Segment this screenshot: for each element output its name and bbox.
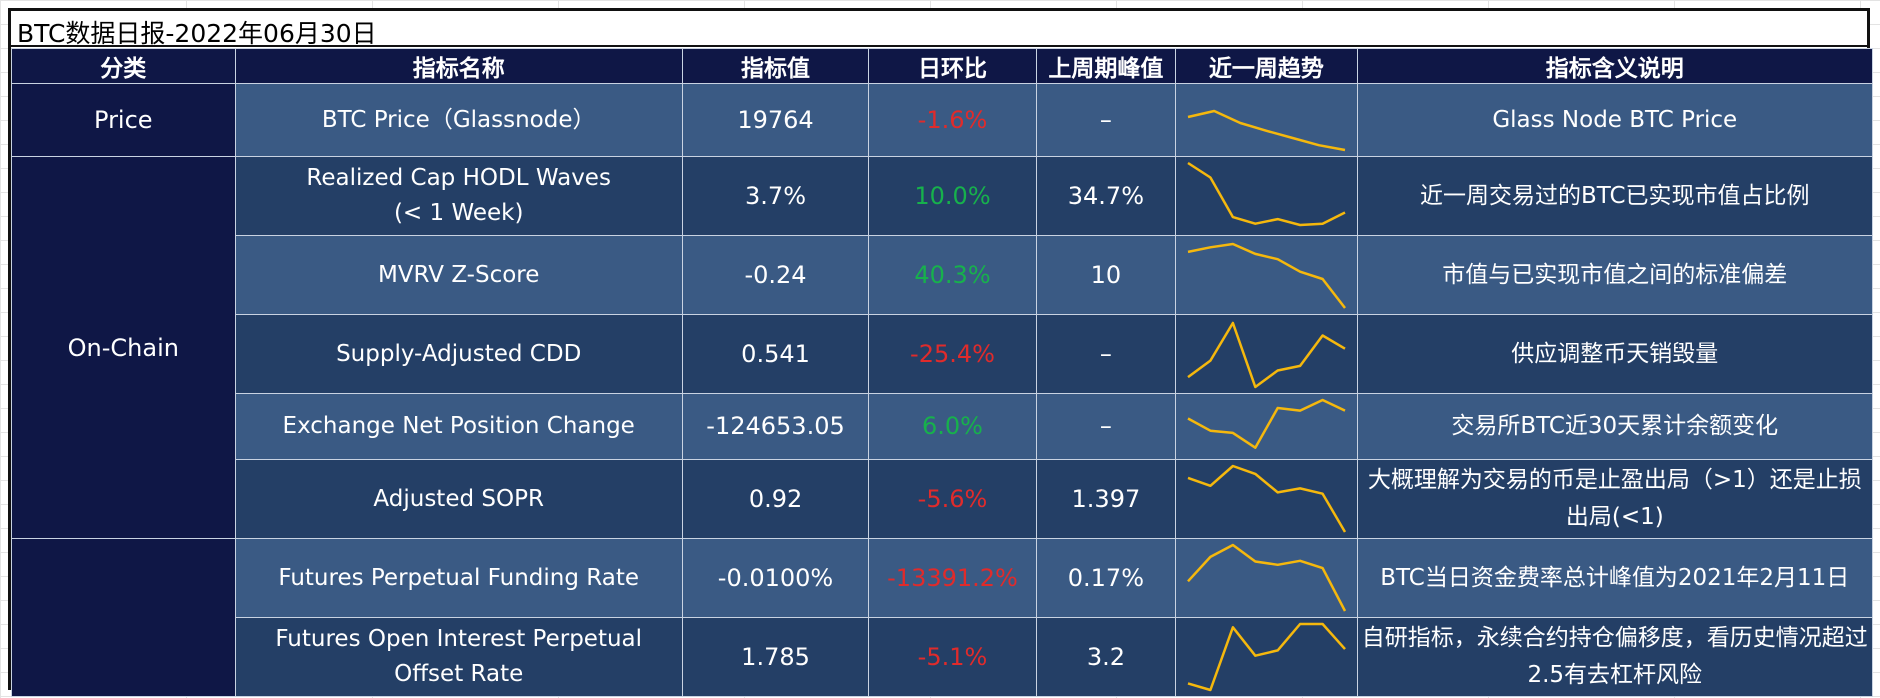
trend-line [1187,464,1347,533]
table-row: Adjusted SOPR 0.92 -5.6% 1.397 大概理解为交易的币是止盈出… [12,459,1874,539]
indicator-name-cell[interactable]: Futures Open Interest Perpetual Offset R… [234,617,683,697]
trend-sparkline-cell[interactable] [1175,459,1358,539]
indicator-name-cell[interactable]: Supply-Adjusted CDD [234,314,683,394]
trend-sparkline [1187,109,1346,152]
trend-sparkline [1187,622,1347,692]
previous-peak-cell[interactable]: – [1035,83,1177,157]
trend-line [1187,622,1347,692]
daily-change-cell[interactable]: -5.6% [868,459,1037,539]
trend-sparkline [1187,242,1347,309]
header-row: 分类 指标名称 指标值 日环比 上周期峰值 近一周趋势 指标含义说明 [11,48,1874,84]
trend-sparkline-cell[interactable] [1175,538,1358,618]
indicator-value-cell[interactable]: 1.785 [681,617,870,697]
indicator-value-cell[interactable]: 0.541 [681,314,870,394]
category-on-chain[interactable]: On-Chain [11,156,236,539]
trend-sparkline [1187,464,1347,533]
indicator-value-cell[interactable]: 0.92 [681,459,870,539]
description-cell[interactable]: 供应调整币天销毁量 [1356,314,1874,394]
daily-change-cell[interactable]: -25.4% [868,314,1037,394]
category-futures[interactable] [11,538,236,697]
trend-sparkline-cell[interactable] [1175,314,1358,394]
indicator-value-cell[interactable]: -0.0100% [681,538,870,618]
indicator-name-cell[interactable]: Exchange Net Position Change [234,393,683,460]
description-cell[interactable]: Glass Node BTC Price [1356,83,1874,157]
trend-sparkline-cell[interactable] [1175,393,1358,460]
daily-change-cell[interactable]: 10.0% [868,156,1037,236]
header-indicator-value[interactable]: 指标值 [681,48,870,84]
trend-sparkline [1187,321,1346,389]
description-cell[interactable]: BTC当日资金费率总计峰值为2021年2月11日 [1356,538,1874,618]
daily-report-table: BTC数据日报-2022年06月30日 分类 指标名称 指标值 日环比 上周期峰… [8,8,1874,697]
table-row: Futures Open Interest Perpetual Offset R… [12,617,1874,697]
description-cell[interactable]: 大概理解为交易的币是止盈出局（>1）还是止损出局(<1) [1356,459,1874,539]
description-cell[interactable]: 近一周交易过的BTC已实现市值占比例 [1356,156,1874,236]
previous-peak-cell[interactable]: 34.7% [1035,156,1177,236]
indicator-value-cell[interactable]: 3.7% [681,156,870,236]
category-price[interactable]: Price [11,83,236,157]
description-cell[interactable]: 市值与已实现市值之间的标准偏差 [1356,235,1874,315]
header-description[interactable]: 指标含义说明 [1356,48,1874,84]
table-row: On-Chain Realized Cap HODL Waves (< 1 Wee… [11,156,1874,539]
indicator-value-cell[interactable]: -0.24 [681,235,870,315]
table-row: Supply-Adjusted CDD 0.541 -25.4% – 供应调整币天销毁量 [12,314,1874,394]
indicator-name-cell[interactable]: MVRV Z-Score [234,235,683,315]
trend-sparkline-cell[interactable] [1175,235,1358,315]
trend-line [1187,398,1346,449]
trend-sparkline [1187,398,1346,449]
header-indicator-name[interactable]: 指标名称 [234,48,683,84]
trend-sparkline [1187,161,1346,227]
header-category[interactable]: 分类 [11,48,236,84]
trend-line [1187,321,1346,389]
trend-line [1187,109,1346,152]
report-title-cell[interactable]: BTC数据日报-2022年06月30日 [11,11,1867,48]
trend-line [1187,161,1346,227]
indicator-value-cell[interactable]: -124653.05 [681,393,870,460]
indicator-table: 分类 指标名称 指标值 日环比 上周期峰值 近一周趋势 指标含义说明 Price… [11,48,1874,697]
previous-peak-cell[interactable]: 0.17% [1035,538,1177,618]
trend-sparkline-cell[interactable] [1175,617,1358,697]
header-weekly-trend[interactable]: 近一周趋势 [1175,48,1358,84]
daily-change-cell[interactable]: 6.0% [868,393,1037,460]
previous-peak-cell[interactable]: 3.2 [1035,617,1177,697]
trend-line [1187,242,1347,309]
previous-peak-cell[interactable]: 1.397 [1035,459,1177,539]
description-cell[interactable]: 自研指标，永续合约持仓偏移度，看历史情况超过2.5有去杠杆风险 [1356,617,1874,697]
previous-peak-cell[interactable]: 10 [1035,235,1177,315]
previous-peak-cell[interactable]: – [1035,314,1177,394]
daily-change-cell[interactable]: -13391.2% [868,538,1037,618]
daily-change-cell[interactable]: 40.3% [868,235,1037,315]
daily-change-cell[interactable]: -1.6% [868,83,1037,157]
indicator-name-cell[interactable]: BTC Price（Glassnode） [234,83,683,157]
table-row: Price BTC Price（Glassnode） 19764 -1.6% – Glas… [11,83,1874,157]
table-row: Futures Perpetual Funding Rate -0.0100% -1… [11,538,1874,697]
header-previous-peak[interactable]: 上周期峰值 [1035,48,1177,84]
indicator-value-cell[interactable]: 19764 [681,83,870,157]
trend-sparkline-cell[interactable] [1175,83,1358,157]
indicator-name-cell[interactable]: Realized Cap HODL Waves (< 1 Week) [234,156,683,236]
daily-change-cell[interactable]: -5.1% [868,617,1037,697]
table-row: Exchange Net Position Change -124653.05 6.… [12,393,1874,460]
table-row: MVRV Z-Score -0.24 40.3% 10 市值与已实现市值之间的标准偏差 [12,235,1874,315]
indicator-name-cell[interactable]: Adjusted SOPR [234,459,683,539]
indicator-name-cell[interactable]: Futures Perpetual Funding Rate [234,538,683,618]
previous-peak-cell[interactable]: – [1035,393,1177,460]
trend-line [1187,543,1347,612]
report-title: BTC数据日报-2022年06月30日 [17,19,377,48]
description-cell[interactable]: 交易所BTC近30天累计余额变化 [1356,393,1874,460]
trend-sparkline-cell[interactable] [1175,156,1358,236]
header-daily-change[interactable]: 日环比 [868,48,1037,84]
trend-sparkline [1187,543,1347,612]
